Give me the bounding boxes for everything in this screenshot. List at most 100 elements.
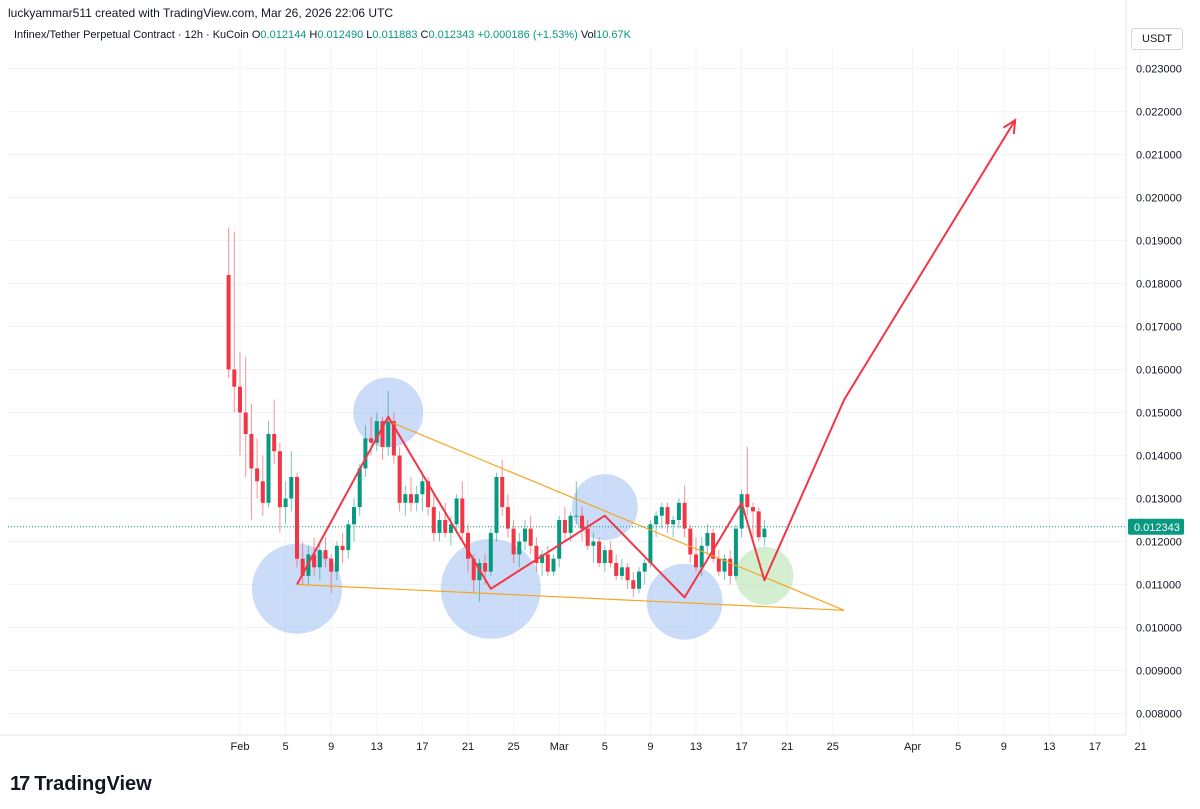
low-value: 0.011883 bbox=[372, 29, 418, 41]
candle-body bbox=[414, 494, 419, 503]
tradingview-logo[interactable]: 17 TradingView bbox=[10, 770, 152, 798]
x-tick-label: 9 bbox=[647, 741, 653, 753]
candle-body bbox=[431, 507, 436, 533]
y-tick-label: 0.017000 bbox=[1136, 322, 1182, 334]
candle-body bbox=[762, 528, 767, 538]
y-tick-label: 0.023000 bbox=[1136, 64, 1182, 76]
candle-body bbox=[329, 558, 334, 572]
candle-body bbox=[637, 571, 641, 589]
candle-body bbox=[505, 507, 510, 529]
candle-body bbox=[642, 563, 647, 572]
candle-body bbox=[534, 545, 539, 563]
candle-body bbox=[380, 421, 385, 447]
candle-body bbox=[500, 477, 505, 508]
x-tick-label: 25 bbox=[827, 741, 839, 753]
highlight-circle bbox=[646, 563, 723, 640]
candle-body bbox=[448, 524, 453, 533]
candle-body bbox=[226, 274, 231, 370]
x-tick-label: 5 bbox=[955, 741, 961, 753]
candle-body bbox=[557, 520, 562, 559]
candle-body bbox=[591, 541, 596, 546]
high-value: 0.012490 bbox=[317, 29, 364, 41]
x-tick-label: 5 bbox=[602, 741, 608, 753]
candle-body bbox=[340, 545, 345, 551]
candle-body bbox=[602, 550, 607, 563]
x-tick-label: Apr bbox=[904, 741, 921, 753]
candle-body bbox=[528, 528, 533, 546]
x-tick-label: Mar bbox=[550, 741, 569, 753]
candle-body bbox=[260, 481, 265, 503]
candle-body bbox=[374, 421, 379, 443]
candle-body bbox=[426, 481, 431, 508]
candle-body bbox=[597, 541, 602, 563]
candle-body bbox=[312, 554, 317, 568]
symbol-legend[interactable]: Infinex/Tether Perpetual Contract · 12h … bbox=[14, 29, 631, 41]
y-tick-label: 0.022000 bbox=[1136, 107, 1182, 119]
x-tick-label: 9 bbox=[328, 741, 334, 753]
x-tick-label: 5 bbox=[283, 741, 289, 753]
candle-body bbox=[300, 558, 305, 576]
candle-body bbox=[699, 545, 704, 568]
y-tick-label: 0.016000 bbox=[1136, 365, 1182, 377]
candle-body bbox=[705, 532, 710, 546]
candle-body bbox=[511, 528, 516, 555]
candle-body bbox=[409, 494, 413, 503]
x-tick-label: 25 bbox=[507, 741, 519, 753]
last-price-label: 0.012343 bbox=[1134, 522, 1180, 534]
open-value: 0.012144 bbox=[260, 29, 307, 41]
candle-body bbox=[688, 528, 693, 555]
x-tick-label: 21 bbox=[462, 741, 474, 753]
candle-body bbox=[272, 434, 277, 452]
candle-body bbox=[562, 520, 567, 533]
candle-body bbox=[722, 558, 727, 572]
candle-body bbox=[249, 434, 254, 469]
zigzag-projection bbox=[296, 119, 1017, 599]
candle-body bbox=[659, 507, 664, 516]
candle-body bbox=[346, 524, 351, 551]
y-tick-label: 0.021000 bbox=[1136, 150, 1182, 162]
upper-trendline bbox=[387, 420, 845, 611]
y-tick-label: 0.018000 bbox=[1136, 279, 1182, 291]
x-tick-label: 17 bbox=[1089, 741, 1101, 753]
y-tick-label: 0.012000 bbox=[1136, 537, 1182, 549]
candle-body bbox=[682, 502, 687, 529]
candle-body bbox=[232, 369, 237, 387]
y-tick-label: 0.020000 bbox=[1136, 193, 1182, 205]
candle-body bbox=[466, 532, 470, 559]
y-tick-label: 0.010000 bbox=[1136, 623, 1182, 635]
high-label: H bbox=[309, 29, 318, 41]
candle-body bbox=[334, 545, 339, 572]
lower-trendline bbox=[296, 583, 845, 611]
x-tick-label: 13 bbox=[1043, 741, 1055, 753]
candle-body bbox=[545, 554, 550, 572]
x-tick-label: 21 bbox=[781, 741, 793, 753]
candle-body bbox=[471, 558, 476, 581]
candle-body bbox=[357, 468, 362, 508]
symbol-name: Infinex/Tether Perpetual Contract · 12h … bbox=[14, 29, 249, 41]
x-tick-label: 13 bbox=[371, 741, 383, 753]
candle-body bbox=[745, 494, 750, 508]
candle-body bbox=[317, 550, 322, 568]
candle-body bbox=[676, 502, 681, 520]
arrow-head bbox=[1002, 118, 1017, 135]
x-tick-label: 21 bbox=[1134, 741, 1146, 753]
candle-body bbox=[733, 528, 738, 576]
currency-button[interactable]: USDT bbox=[1131, 28, 1183, 50]
candle-body bbox=[352, 507, 356, 525]
candle-body bbox=[694, 554, 698, 568]
change-value: +0.000186 (+1.53%) bbox=[477, 29, 578, 41]
candle-body bbox=[391, 421, 396, 456]
candle-body bbox=[551, 558, 556, 572]
candle-body bbox=[608, 550, 613, 563]
candle-body bbox=[369, 438, 374, 443]
candle-body bbox=[739, 494, 744, 529]
last-price-tag bbox=[1128, 518, 1184, 535]
candle-body bbox=[283, 498, 288, 508]
candle-body bbox=[266, 434, 271, 503]
candle-body bbox=[494, 477, 499, 533]
candle-body bbox=[454, 498, 459, 525]
candle-body bbox=[728, 558, 733, 576]
candle-body bbox=[420, 481, 425, 495]
vol-label: Vol bbox=[580, 29, 597, 41]
